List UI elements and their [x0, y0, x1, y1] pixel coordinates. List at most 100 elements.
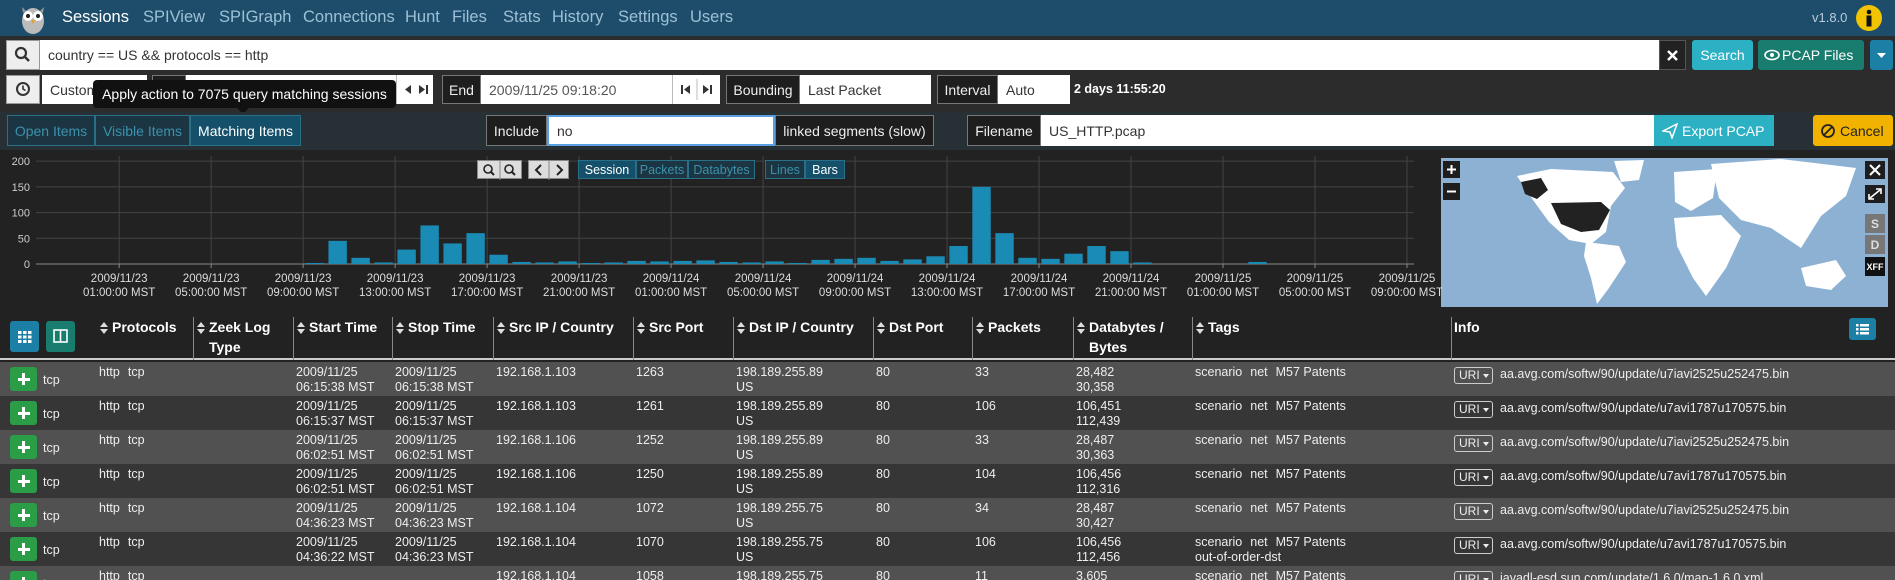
protocol[interactable]: http [99, 365, 120, 379]
search-input[interactable]: country == US && protocols == http [40, 40, 1659, 70]
map-toggle[interactable]: S [1865, 214, 1885, 233]
include-input[interactable]: no [547, 115, 775, 146]
protocol[interactable]: http [99, 535, 120, 549]
tag[interactable]: out-of-order-dst [1195, 550, 1282, 564]
tag[interactable]: scenario [1195, 501, 1243, 515]
protocol[interactable]: tcp [127, 569, 145, 580]
menu-button[interactable] [1870, 40, 1893, 70]
tag[interactable]: scenario [1195, 433, 1243, 447]
column-header[interactable]: Zeek Log Type [209, 319, 271, 355]
tag[interactable]: M57 Patents [1275, 399, 1346, 413]
help-icon[interactable] [1855, 4, 1883, 32]
column-button[interactable] [10, 321, 39, 352]
layout-button[interactable] [46, 321, 75, 352]
nav-item[interactable]: Stats [503, 8, 541, 26]
tag[interactable]: M57 Patents [1275, 569, 1346, 580]
expand-button[interactable] [10, 401, 37, 425]
expand-button[interactable] [10, 537, 37, 561]
tag[interactable]: scenario [1195, 399, 1243, 413]
bounding-select[interactable]: Last Packet [800, 75, 931, 104]
column-header[interactable]: Src IP / Country [509, 319, 614, 335]
column-header[interactable]: Info [1454, 319, 1480, 335]
nav-item[interactable]: Files [452, 8, 487, 26]
cancel-button-bg[interactable] [1813, 115, 1893, 146]
column-header[interactable]: Stop Time [408, 319, 476, 335]
protocol[interactable]: http [99, 569, 120, 580]
column-header[interactable]: Tags [1208, 319, 1240, 335]
nav-item[interactable]: Connections [303, 8, 395, 26]
protocol[interactable]: tcp [127, 433, 145, 447]
sort-icon[interactable] [976, 322, 984, 334]
pcap-button-bg[interactable] [1758, 40, 1864, 70]
expand-button[interactable] [10, 469, 37, 493]
sort-icon[interactable] [497, 322, 505, 334]
zoom-buttons[interactable] [477, 160, 522, 180]
style-toggle[interactable]: Lines [765, 160, 805, 179]
tag[interactable]: net [1250, 433, 1268, 447]
tag[interactable]: scenario [1195, 365, 1243, 379]
protocol[interactable]: tcp [127, 535, 145, 549]
tag[interactable]: scenario [1195, 467, 1243, 481]
tag[interactable]: M57 Patents [1275, 535, 1346, 549]
sort-icon[interactable] [297, 322, 305, 334]
logo[interactable] [16, 1, 50, 35]
expand-button[interactable] [10, 367, 37, 391]
nav-item[interactable]: Settings [618, 8, 678, 26]
world-map[interactable] [1441, 158, 1888, 307]
column-header[interactable]: Dst Port [889, 319, 944, 335]
end-input[interactable]: 2009/11/25 09:18:20 [481, 75, 672, 104]
info-field[interactable]: URI [1454, 401, 1493, 418]
metric-toggle[interactable]: Packets [636, 160, 688, 179]
sort-icon[interactable] [877, 322, 885, 334]
nav-item[interactable]: SPIGraph [219, 8, 292, 26]
protocol[interactable]: http [99, 399, 120, 413]
tag[interactable]: net [1250, 365, 1268, 379]
tag[interactable]: net [1250, 399, 1268, 413]
column-header[interactable]: Start Time [309, 319, 378, 335]
metric-toggle[interactable]: Databytes [688, 160, 755, 179]
sort-icon[interactable] [197, 322, 205, 334]
expand-button[interactable] [10, 435, 37, 459]
tag[interactable]: M57 Patents [1275, 467, 1346, 481]
tag[interactable]: M57 Patents [1275, 433, 1346, 447]
tag[interactable]: net [1250, 501, 1268, 515]
protocol[interactable]: tcp [127, 399, 145, 413]
selection-tab[interactable]: Matching Items [190, 115, 301, 146]
column-header[interactable]: Src Port [649, 319, 704, 335]
nav-item[interactable]: Users [690, 8, 734, 26]
info-field[interactable]: URI [1454, 571, 1493, 580]
sort-icon[interactable] [1196, 322, 1204, 334]
export-button[interactable]: Export PCAP [1682, 123, 1765, 139]
tag[interactable]: scenario [1195, 569, 1243, 580]
search-button[interactable]: Search [1692, 40, 1753, 70]
metric-toggle[interactable]: Session [578, 160, 636, 179]
protocol[interactable]: http [99, 433, 120, 447]
tag[interactable]: net [1250, 467, 1268, 481]
column-header[interactable]: Packets [988, 319, 1041, 335]
interval-select[interactable]: Auto [998, 75, 1070, 104]
cancel-button[interactable]: Cancel [1840, 123, 1884, 139]
filename-input[interactable]: US_HTTP.pcap [1041, 115, 1654, 146]
column-header[interactable]: Databytes / Bytes [1089, 319, 1164, 355]
selection-tab[interactable]: Open Items [7, 115, 95, 146]
start-nav[interactable] [396, 75, 433, 104]
sort-icon[interactable] [396, 322, 404, 334]
pan-buttons[interactable] [528, 160, 569, 180]
nav-item[interactable]: Sessions [62, 8, 129, 26]
map-toggle[interactable]: XFF [1865, 257, 1885, 276]
expand-button[interactable] [10, 571, 37, 580]
column-header[interactable]: Protocols [112, 319, 177, 335]
expand-button[interactable] [10, 503, 37, 527]
protocol[interactable]: http [99, 467, 120, 481]
protocol[interactable]: http [99, 501, 120, 515]
info-field[interactable]: URI [1454, 503, 1493, 520]
tag[interactable]: scenario [1195, 535, 1243, 549]
nav-item[interactable]: SPIView [143, 8, 206, 26]
nav-item[interactable]: Hunt [405, 8, 440, 26]
map-toggle[interactable]: D [1865, 235, 1885, 254]
pcap-button[interactable]: PCAP Files [1782, 47, 1854, 63]
protocol[interactable]: tcp [127, 501, 145, 515]
nav-item[interactable]: History [552, 8, 604, 26]
clear-button[interactable] [1659, 40, 1686, 70]
info-field[interactable]: URI [1454, 367, 1493, 384]
